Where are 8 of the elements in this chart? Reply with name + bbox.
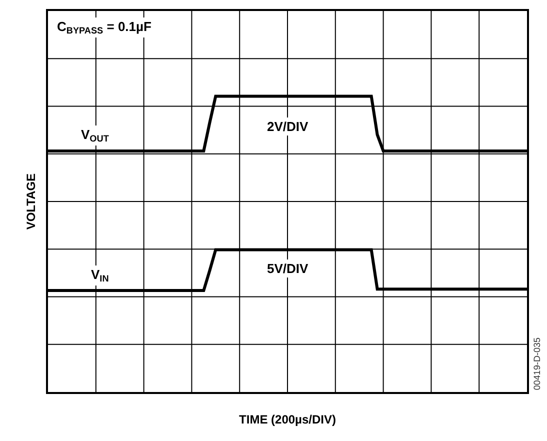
series-label: V$_{OUT}$ bbox=[81, 127, 110, 144]
x-axis-title: TIME (200µs/DIV) bbox=[239, 412, 336, 426]
text: C$_{BYPASS}$ = 0.1µF bbox=[57, 19, 152, 36]
text: 00419-D-035 bbox=[532, 338, 542, 390]
annotation: 2V/DIV bbox=[267, 119, 309, 134]
annotation: 5V/DIV bbox=[267, 261, 309, 276]
series-label: V$_{IN}$ bbox=[91, 267, 109, 284]
y-axis-title: VOLTAGE bbox=[24, 173, 38, 230]
